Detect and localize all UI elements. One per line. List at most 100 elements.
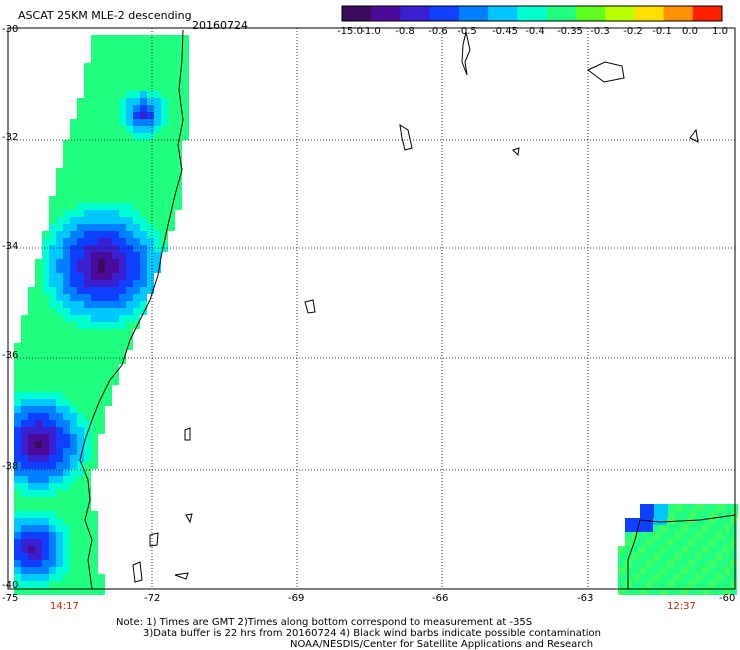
- swath-pixel: [14, 546, 21, 553]
- swath-pixel: [49, 315, 56, 322]
- swath-pixel: [14, 490, 21, 497]
- swath-pixel: [730, 525, 737, 532]
- swath-pixel: [77, 546, 84, 553]
- swath-pixel: [161, 196, 168, 203]
- swath-pixel: [133, 301, 140, 308]
- swath-pixel: [647, 511, 654, 518]
- swath-pixel: [182, 49, 189, 56]
- swath-pixel: [14, 476, 21, 483]
- swath-pixel: [716, 574, 723, 581]
- swath-pixel: [646, 553, 653, 560]
- swath-pixel: [730, 518, 737, 525]
- swath-pixel: [49, 581, 56, 588]
- swath-pixel: [35, 483, 42, 490]
- swath-pixel: [84, 483, 91, 490]
- swath-pixel: [77, 399, 84, 406]
- swath-pixel: [56, 511, 63, 518]
- swath-pixel: [35, 511, 42, 518]
- swath-pixel: [63, 315, 70, 322]
- swath-pixel: [21, 371, 28, 378]
- swath-pixel: [175, 203, 182, 210]
- swath-pixel: [56, 217, 63, 224]
- swath-pixel: [49, 238, 56, 245]
- swath-pixel: [140, 77, 147, 84]
- swath-pixel: [681, 574, 688, 581]
- lat-label-36: -36: [2, 350, 19, 361]
- swath-pixel: [56, 252, 63, 259]
- swath-pixel: [182, 119, 189, 126]
- colorbar-label: -0.5: [457, 26, 477, 37]
- swath-pixel: [688, 581, 695, 588]
- swath-pixel: [28, 455, 35, 462]
- swath-pixel: [668, 504, 675, 511]
- swath-pixel: [28, 448, 35, 455]
- swath-pixel: [91, 203, 98, 210]
- swath-pixel: [105, 154, 112, 161]
- swath-pixel: [49, 203, 56, 210]
- swath-pixel: [126, 238, 133, 245]
- swath-pixel: [77, 357, 84, 364]
- swath-pixel: [119, 119, 126, 126]
- swath-pixel: [77, 476, 84, 483]
- swath-pixel: [42, 455, 49, 462]
- swath-pixel: [70, 462, 77, 469]
- swath-pixel: [709, 588, 716, 595]
- swath-pixel: [105, 35, 112, 42]
- swath-pixel: [84, 77, 91, 84]
- swath-pixel: [140, 245, 147, 252]
- swath-pixel: [632, 546, 639, 553]
- swath-pixel: [175, 154, 182, 161]
- swath-pixel: [63, 476, 70, 483]
- swath-pixel: [681, 532, 688, 539]
- swath-pixel: [147, 210, 154, 217]
- swath-pixel: [14, 378, 21, 385]
- swath-pixel: [140, 252, 147, 259]
- swath-pixel: [147, 133, 154, 140]
- colorbar-segment: [663, 6, 694, 21]
- swath-pixel: [49, 476, 56, 483]
- lon-label-75: -75: [2, 593, 19, 604]
- swath-pixel: [63, 231, 70, 238]
- swath-pixel: [716, 525, 723, 532]
- swath-pixel: [35, 308, 42, 315]
- swath-pixel: [42, 336, 49, 343]
- swath-pixel: [140, 140, 147, 147]
- swath-pixel: [147, 84, 154, 91]
- swath-pixel: [126, 175, 133, 182]
- swath-pixel: [695, 546, 702, 553]
- swath-pixel: [702, 518, 709, 525]
- swath-pixel: [133, 210, 140, 217]
- swath-pixel: [126, 308, 133, 315]
- swath-pixel: [56, 413, 63, 420]
- swath-pixel: [63, 280, 70, 287]
- swath-pixel: [667, 567, 674, 574]
- swath-pixel: [133, 259, 140, 266]
- swath-pixel: [14, 469, 21, 476]
- swath-pixel: [112, 364, 119, 371]
- swath-pixel: [112, 77, 119, 84]
- swath-pixel: [168, 42, 175, 49]
- swath-pixel: [654, 511, 661, 518]
- swath-pixel: [91, 161, 98, 168]
- colorbar-label: -0.6: [428, 26, 448, 37]
- swath-pixel: [84, 378, 91, 385]
- swath-pixel: [161, 175, 168, 182]
- swath-pixel: [84, 231, 91, 238]
- swath-pixel: [77, 497, 84, 504]
- swath-pixel: [70, 427, 77, 434]
- swath-pixel: [35, 525, 42, 532]
- swath-pixel: [126, 91, 133, 98]
- swath-pixel: [639, 539, 646, 546]
- swath-pixel: [35, 574, 42, 581]
- swath-pixel: [91, 518, 98, 525]
- swath-pixel: [35, 343, 42, 350]
- swath-pixel: [91, 294, 98, 301]
- swath-pixel: [14, 567, 21, 574]
- swath-pixel: [98, 42, 105, 49]
- swath-pixel: [14, 357, 21, 364]
- swath-pixel: [28, 329, 35, 336]
- swath-pixel: [21, 364, 28, 371]
- swath-pixel: [56, 280, 63, 287]
- swath-pixel: [77, 119, 84, 126]
- swath-pixel: [119, 91, 126, 98]
